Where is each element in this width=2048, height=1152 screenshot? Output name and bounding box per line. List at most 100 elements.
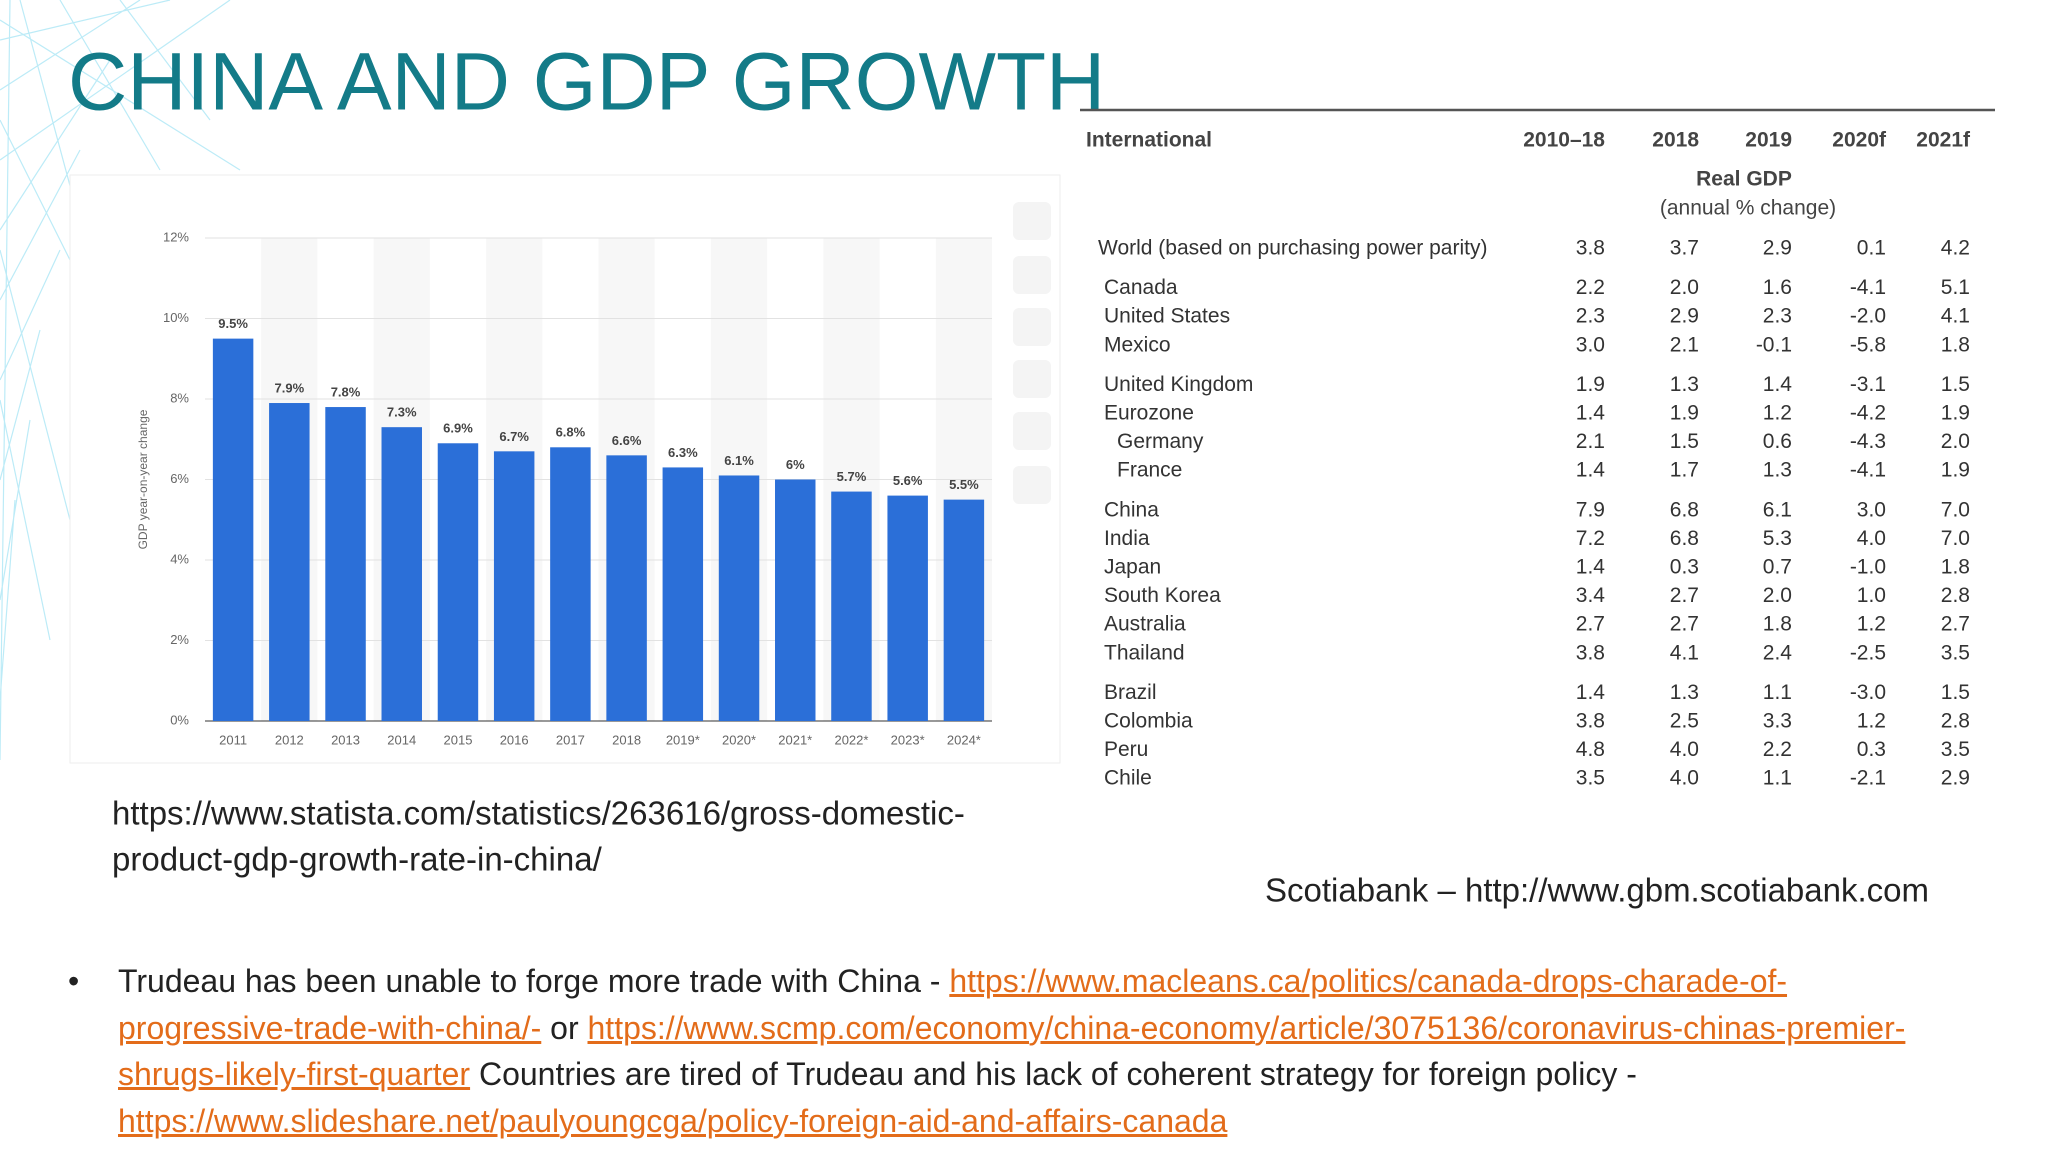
cell: 2.5 [1670, 710, 1699, 733]
bar [269, 403, 310, 721]
cell: 4.2 [1941, 237, 1970, 260]
cell: 2.1 [1576, 430, 1605, 453]
cell: 0.1 [1857, 237, 1886, 260]
bar [550, 447, 591, 721]
x-tick-label: 2014 [387, 732, 416, 747]
x-tick-label: 2013 [331, 732, 360, 747]
cell: 2.9 [1941, 767, 1970, 790]
cell: 4.1 [1941, 305, 1970, 328]
source-line: https://www.statista.com/statistics/2636… [112, 795, 965, 832]
text-run: Trudeau has been unable to forge more tr… [118, 963, 950, 999]
cell: 2.7 [1670, 584, 1699, 607]
bar [212, 338, 254, 721]
data-label: 6.1% [724, 453, 754, 468]
row-label: United States [1104, 305, 1230, 328]
cell: 4.0 [1857, 527, 1886, 550]
cell: 2.8 [1941, 710, 1970, 733]
row-label: Peru [1104, 738, 1148, 761]
cell: 0.3 [1670, 556, 1699, 579]
toolbar-button[interactable] [1013, 308, 1051, 346]
cell: 5.3 [1763, 527, 1792, 550]
cell: 4.8 [1576, 738, 1605, 761]
toolbar-button[interactable] [1013, 202, 1051, 240]
bullet-dot: • [68, 963, 80, 999]
cell: -2.5 [1850, 641, 1886, 664]
cell: 1.9 [1576, 373, 1605, 396]
x-tick-label: 2015 [444, 732, 473, 747]
row-label: Chile [1104, 767, 1152, 790]
cell: 1.4 [1576, 681, 1606, 704]
row-label: Australia [1104, 613, 1186, 636]
bar [662, 467, 704, 721]
cell: 3.0 [1857, 498, 1886, 521]
cell: 1.3 [1763, 459, 1792, 482]
link[interactable]: https://www.slideshare.net/paulyoungcga/… [118, 1102, 1228, 1139]
data-label: 6.9% [443, 421, 473, 436]
row-label: Canada [1104, 276, 1178, 299]
x-tick-label: 2024* [947, 732, 981, 747]
cell: 1.4 [1576, 556, 1606, 579]
table-header: 2021f [1916, 129, 1971, 152]
cell: 2.2 [1576, 276, 1605, 299]
data-label: 6.8% [556, 425, 586, 440]
bar [718, 475, 760, 721]
cell: 3.8 [1576, 237, 1605, 260]
text-run: Countries are tired of Trudeau and his l… [470, 1056, 1637, 1092]
row-label: Brazil [1104, 681, 1157, 704]
cell: 1.2 [1857, 710, 1886, 733]
source-line: product-gdp-growth-rate-in-china/ [112, 841, 603, 878]
cell: -2.1 [1850, 767, 1886, 790]
cell: 6.8 [1670, 498, 1699, 521]
cell: 7.9 [1576, 498, 1605, 521]
cell: 2.9 [1670, 305, 1699, 328]
data-label: 7.3% [387, 405, 417, 420]
cell: 5.1 [1941, 276, 1970, 299]
data-label: 6% [786, 457, 805, 472]
cell: 1.4 [1576, 402, 1606, 425]
cell: 3.3 [1763, 710, 1792, 733]
cell: 7.0 [1941, 527, 1970, 550]
y-tick-label: 6% [170, 471, 189, 486]
x-tick-label: 2019* [666, 732, 700, 747]
cell: 1.8 [1941, 556, 1970, 579]
toolbar-button[interactable] [1013, 256, 1051, 294]
cell: 1.1 [1763, 767, 1792, 790]
cell: 2.0 [1941, 430, 1970, 453]
bar [325, 407, 366, 721]
toolbar-button[interactable] [1013, 466, 1051, 504]
cell: -4.2 [1850, 402, 1886, 425]
cell: 4.0 [1670, 738, 1699, 761]
link[interactable]: https://www.macleans.ca/politics/canada-… [118, 963, 1788, 1046]
cell: 3.5 [1941, 738, 1970, 761]
row-label: India [1104, 527, 1150, 550]
x-tick-label: 2012 [275, 732, 304, 747]
x-tick-label: 2016 [500, 732, 529, 747]
table-header: 2019 [1745, 129, 1792, 152]
data-label: 5.7% [837, 469, 867, 484]
x-tick-label: 2018 [612, 732, 641, 747]
cell: 2.4 [1763, 641, 1793, 664]
row-label: United Kingdom [1104, 373, 1253, 396]
x-tick-label: 2020* [722, 732, 756, 747]
cell: 0.3 [1857, 738, 1886, 761]
row-label: Eurozone [1104, 402, 1194, 425]
bar [606, 455, 647, 721]
data-label: 5.6% [893, 473, 923, 488]
toolbar-button[interactable] [1013, 412, 1051, 450]
cell: 1.4 [1576, 459, 1606, 482]
bar [381, 427, 422, 721]
cell: 1.7 [1670, 459, 1699, 482]
cell: 2.2 [1763, 738, 1792, 761]
toolbar-button[interactable] [1013, 360, 1051, 398]
cell: 1.6 [1763, 276, 1792, 299]
cell: -0.1 [1756, 333, 1792, 356]
cell: -5.8 [1850, 333, 1886, 356]
row-label: Germany [1117, 430, 1204, 453]
y-tick-label: 8% [170, 390, 189, 405]
cell: 2.7 [1941, 613, 1970, 636]
link[interactable]: https://www.scmp.com/economy/china-econo… [118, 1009, 1906, 1093]
y-tick-label: 2% [170, 632, 189, 647]
cell: 2.7 [1670, 613, 1699, 636]
data-label: 5.5% [949, 477, 979, 492]
data-label: 7.9% [275, 380, 305, 395]
